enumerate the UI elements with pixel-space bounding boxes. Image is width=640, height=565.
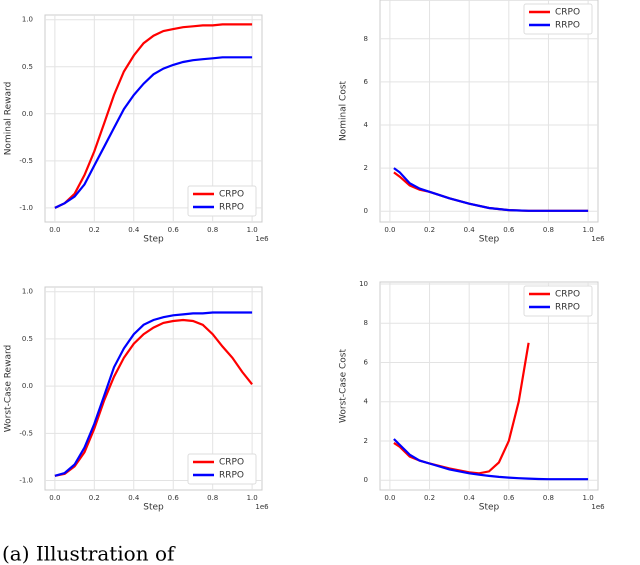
y-axis-label: Nominal Reward <box>4 82 14 156</box>
x-tick-label: 0.2 <box>89 494 100 502</box>
subplot: 0.0 0.2 0.4 0.6 0.8 1.0 1.0 0.5 0.0 -0.5 -1.0 Step 1… <box>4 286 269 513</box>
x-offset-label: 1e6 <box>591 235 605 243</box>
x-offset-label: 1e6 <box>591 503 605 511</box>
y-axis-label: Worst-Case Reward <box>4 345 14 432</box>
x-axis-label: Step <box>143 235 164 245</box>
y-axis-label: Worst-Case Cost <box>339 349 349 423</box>
y-tick-label: 1.0 <box>22 16 33 24</box>
x-tick-label: 0.0 <box>49 226 60 234</box>
y-tick-label: 0.5 <box>22 335 33 343</box>
subplot: 0.0 0.2 0.4 0.6 0.8 1.0 0 2 4 6 8 10 Step 1e6 Worst-Ca… <box>339 280 606 513</box>
legend-label: RRPO <box>219 203 244 213</box>
y-tick-label: 1.0 <box>22 288 33 296</box>
series-line <box>54 311 253 477</box>
x-tick-label: 1.0 <box>247 494 258 502</box>
series-line <box>393 167 589 212</box>
x-tick-label: 1.0 <box>247 226 258 234</box>
y-tick-label: -1.0 <box>19 204 33 212</box>
plot-area <box>379 0 599 223</box>
x-tick-label: 0.8 <box>207 494 218 502</box>
x-tick-label: 0.8 <box>207 226 218 234</box>
y-axis-label: Nominal Cost <box>339 80 349 141</box>
legend-label: RRPO <box>555 21 580 31</box>
legend-label: RRPO <box>555 303 580 313</box>
y-tick-label: 6 <box>364 78 369 86</box>
series-line <box>54 23 253 209</box>
x-tick-label: 1.0 <box>583 226 594 234</box>
y-tick-label: 2 <box>364 437 368 445</box>
y-tick-label: 0.5 <box>22 63 33 71</box>
x-offset-label: 1e6 <box>255 235 269 243</box>
y-tick-label: 2 <box>364 164 368 172</box>
x-axis-label: Step <box>479 235 500 245</box>
x-axis-label: Step <box>479 503 500 513</box>
caption: (a) Illustration of <box>2 542 176 565</box>
y-tick-label: 4 <box>364 121 369 129</box>
y-tick-label: 0.0 <box>22 382 33 390</box>
plot-area <box>379 281 599 491</box>
legend-label: RRPO <box>219 471 244 481</box>
y-tick-label: 0 <box>364 476 368 484</box>
x-tick-label: 0.6 <box>503 494 515 502</box>
x-tick-label: 0.0 <box>384 226 395 234</box>
x-tick-label: 0.8 <box>543 494 554 502</box>
y-tick-label: -0.5 <box>19 429 33 437</box>
x-tick-label: 0.0 <box>49 494 60 502</box>
x-axis-label: Step <box>143 503 164 513</box>
legend-label: CRPO <box>219 458 244 468</box>
series-line <box>393 438 589 481</box>
subplot: 0.0 0.2 0.4 0.6 0.8 1.0 1.0 0.5 0.0 -0.5 -1.0 Step 1… <box>4 14 269 245</box>
y-tick-label: 8 <box>364 319 368 327</box>
y-tick-label: -1.0 <box>19 477 33 485</box>
series-line <box>54 318 253 477</box>
x-tick-label: 0.2 <box>89 226 100 234</box>
y-tick-label: 6 <box>364 358 369 366</box>
y-tick-label: 0.0 <box>22 110 33 118</box>
legend-label: CRPO <box>555 8 580 18</box>
x-tick-label: 0.8 <box>543 226 554 234</box>
y-tick-label: 0 <box>364 207 368 215</box>
x-tick-label: 0.4 <box>464 494 476 502</box>
y-tick-label: -0.5 <box>19 157 33 165</box>
y-tick-label: 10 <box>359 280 368 288</box>
x-tick-label: 0.4 <box>464 226 476 234</box>
x-tick-label: 0.2 <box>424 494 435 502</box>
y-tick-label: 4 <box>364 398 369 406</box>
y-tick-label: 8 <box>364 35 368 43</box>
x-tick-label: 0.4 <box>128 226 140 234</box>
x-tick-label: 0.6 <box>168 226 180 234</box>
legend-label: CRPO <box>555 290 580 300</box>
legend-label: CRPO <box>219 190 244 200</box>
x-offset-label: 1e6 <box>255 503 269 511</box>
x-tick-label: 0.0 <box>384 494 395 502</box>
x-tick-label: 0.2 <box>424 226 435 234</box>
subplot: 0.0 0.2 0.4 0.6 0.8 1.0 0 2 4 6 8 Step 1e6 Nominal Co… <box>339 0 605 245</box>
series-line <box>54 56 253 209</box>
x-tick-label: 0.4 <box>128 494 140 502</box>
x-tick-label: 0.6 <box>503 226 515 234</box>
x-tick-label: 1.0 <box>583 494 594 502</box>
x-tick-label: 0.6 <box>168 494 180 502</box>
